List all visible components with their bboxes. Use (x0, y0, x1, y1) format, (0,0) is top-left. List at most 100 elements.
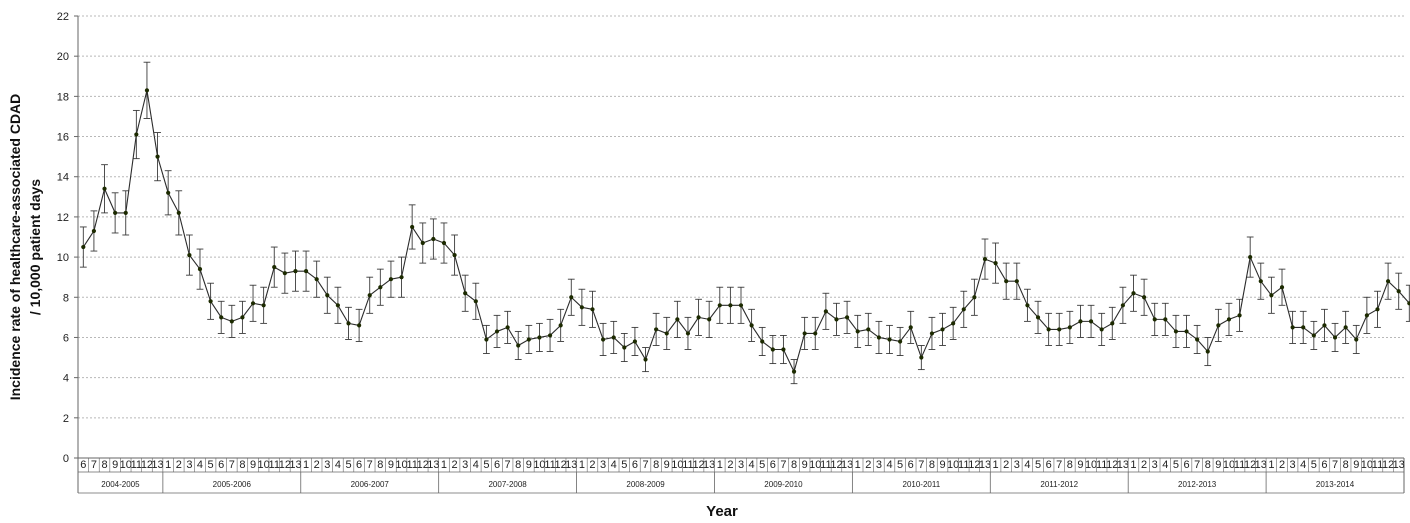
data-point (1322, 323, 1327, 328)
x-month-label: 13 (841, 459, 853, 471)
data-point (813, 331, 818, 336)
x-period-label: 2004-2005 (101, 480, 140, 489)
data-point (961, 307, 966, 312)
data-point (166, 190, 171, 195)
data-point (611, 335, 616, 340)
x-month-label: 4 (1162, 459, 1168, 471)
data-point (1226, 317, 1232, 322)
x-month-label: 4 (886, 459, 892, 471)
y-tick-label: 18 (57, 91, 69, 103)
x-month-label: 12 (1244, 459, 1256, 471)
x-period-label: 2007-2008 (488, 480, 527, 489)
x-month-label: 9 (1215, 459, 1221, 471)
x-month-label: 13 (427, 459, 439, 471)
x-month-label: 1 (717, 459, 723, 471)
data-series (79, 61, 1410, 385)
x-period-label: 2006-2007 (351, 480, 390, 489)
x-period-label: 2013-2014 (1316, 480, 1355, 489)
data-point (749, 323, 754, 328)
data-point (250, 301, 256, 306)
data-point (1004, 279, 1009, 284)
x-month-label: 3 (1290, 459, 1296, 471)
x-month-label: 12 (417, 459, 429, 471)
x-month-label: 7 (1056, 459, 1062, 471)
x-period-label: 2008-2009 (626, 480, 665, 489)
data-point (791, 369, 797, 374)
data-point (728, 303, 733, 308)
x-month-label: 6 (908, 459, 914, 471)
x-month-label: 11 (820, 459, 831, 471)
data-point (1237, 313, 1242, 318)
x-month-label: 6 (1321, 459, 1327, 471)
x-month-label: 12 (1382, 459, 1394, 471)
data-point (1279, 285, 1285, 290)
data-point (1375, 307, 1380, 312)
x-month-label: 3 (738, 459, 744, 471)
x-month-label: 6 (494, 459, 500, 471)
x-month-label: 5 (897, 459, 903, 471)
x-month-label: 11 (1234, 459, 1245, 471)
x-month-label: 5 (759, 459, 765, 471)
data-point (622, 345, 627, 350)
data-point (187, 252, 192, 258)
data-point (675, 317, 680, 322)
data-point (972, 295, 977, 300)
data-point (1057, 327, 1062, 332)
x-month-label: 2 (727, 459, 733, 471)
data-point (993, 261, 998, 266)
data-point (1046, 327, 1051, 332)
data-point (632, 339, 638, 344)
data-point (516, 343, 521, 348)
data-point (505, 325, 510, 330)
x-month-label: 4 (749, 459, 755, 471)
x-month-label: 8 (929, 459, 935, 471)
data-point (1163, 317, 1168, 322)
x-month-label: 1 (855, 459, 861, 471)
data-point (1067, 325, 1072, 330)
y-tick-label: 20 (57, 51, 69, 63)
x-month-label: 7 (780, 459, 786, 471)
data-point (155, 154, 160, 159)
x-month-label: 6 (1046, 459, 1052, 471)
x-month-label: 7 (91, 459, 97, 471)
data-point (898, 339, 903, 344)
data-point (176, 210, 181, 215)
gridlines (78, 15, 1404, 419)
x-month-label: 12 (968, 459, 980, 471)
x-month-label: 7 (1194, 459, 1200, 471)
y-tick-label: 6 (63, 332, 69, 344)
x-month-label: 3 (186, 459, 192, 471)
x-month-label: 12 (279, 459, 291, 471)
data-point (908, 325, 913, 330)
data-point (123, 210, 128, 215)
x-period-label: 2009-2010 (764, 480, 803, 489)
x-month-label: 5 (208, 459, 214, 471)
data-point (951, 321, 956, 326)
data-point (494, 329, 500, 334)
axes (74, 15, 1404, 459)
data-point (81, 244, 86, 250)
x-month-label: 8 (1343, 459, 1349, 471)
data-point (134, 132, 139, 137)
data-point (1099, 327, 1104, 332)
data-point (473, 299, 478, 304)
data-point (102, 186, 107, 191)
data-point (569, 295, 574, 300)
x-month-label: 4 (1024, 459, 1030, 471)
x-month-label: 10 (809, 459, 821, 471)
x-month-label: 2 (1003, 459, 1009, 471)
data-point (717, 303, 722, 308)
data-point (654, 327, 659, 332)
data-point (1120, 303, 1125, 308)
x-month-label: 8 (239, 459, 245, 471)
x-month-label: 13 (1393, 459, 1405, 471)
data-point (1142, 295, 1147, 300)
data-point (876, 335, 882, 340)
x-month-label: 1 (993, 459, 999, 471)
data-point (537, 335, 542, 340)
x-month-label: 3 (1152, 459, 1158, 471)
x-month-label: 12 (830, 459, 842, 471)
x-period-label: 2011-2012 (1040, 480, 1078, 489)
data-point (1258, 279, 1263, 284)
data-point (282, 271, 287, 276)
